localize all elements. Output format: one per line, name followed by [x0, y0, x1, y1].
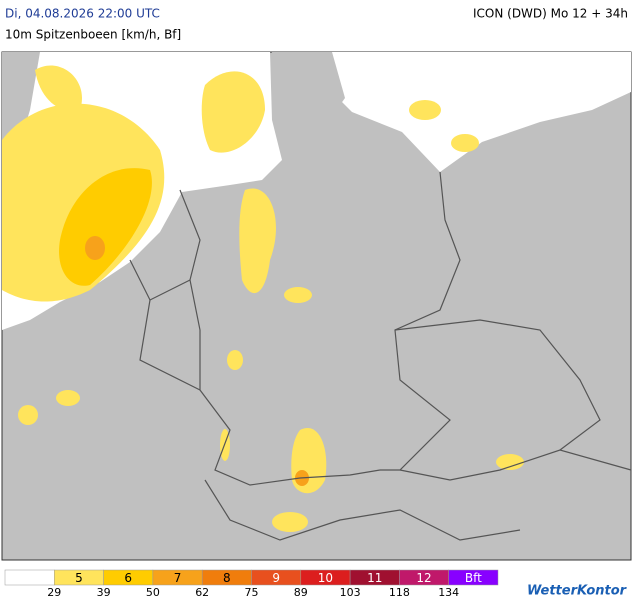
- bft-label: 5: [75, 571, 83, 585]
- kmh-label: 39: [97, 586, 111, 599]
- bft-label: 11: [367, 571, 382, 585]
- kmh-label: 134: [438, 586, 459, 599]
- bft-label: 10: [318, 571, 333, 585]
- kmh-label: 62: [195, 586, 209, 599]
- bft-label: 12: [416, 571, 431, 585]
- borders: [129, 171, 632, 541]
- kmh-label: 103: [340, 586, 361, 599]
- denmark: [272, 52, 345, 150]
- kmh-label: 50: [146, 586, 160, 599]
- bft-label: 9: [272, 571, 280, 585]
- baltic-sea: [330, 52, 631, 172]
- model-run: ICON (DWD) Mo 12 + 34h: [473, 7, 628, 21]
- brand: WetterKontor: [527, 584, 628, 599]
- kmh-label: 118: [389, 586, 410, 599]
- gust-areas: [2, 65, 524, 532]
- kmh-label: 89: [294, 586, 308, 599]
- bft-label: 7: [174, 571, 182, 585]
- bft-label: 6: [124, 571, 132, 585]
- kmh-label: 75: [245, 586, 259, 599]
- bft-label: Bft: [465, 571, 482, 585]
- bft-label: 8: [223, 571, 231, 585]
- map: [1, 51, 632, 561]
- kmh-label: 29: [47, 586, 61, 599]
- legend-swatch: [448, 569, 499, 586]
- title: Di, 04.08.2026 22:00 UTC: [5, 7, 160, 21]
- legend-swatch: [4, 569, 55, 586]
- subtitle: 10m Spitzenboeen [km/h, Bf]: [5, 28, 181, 42]
